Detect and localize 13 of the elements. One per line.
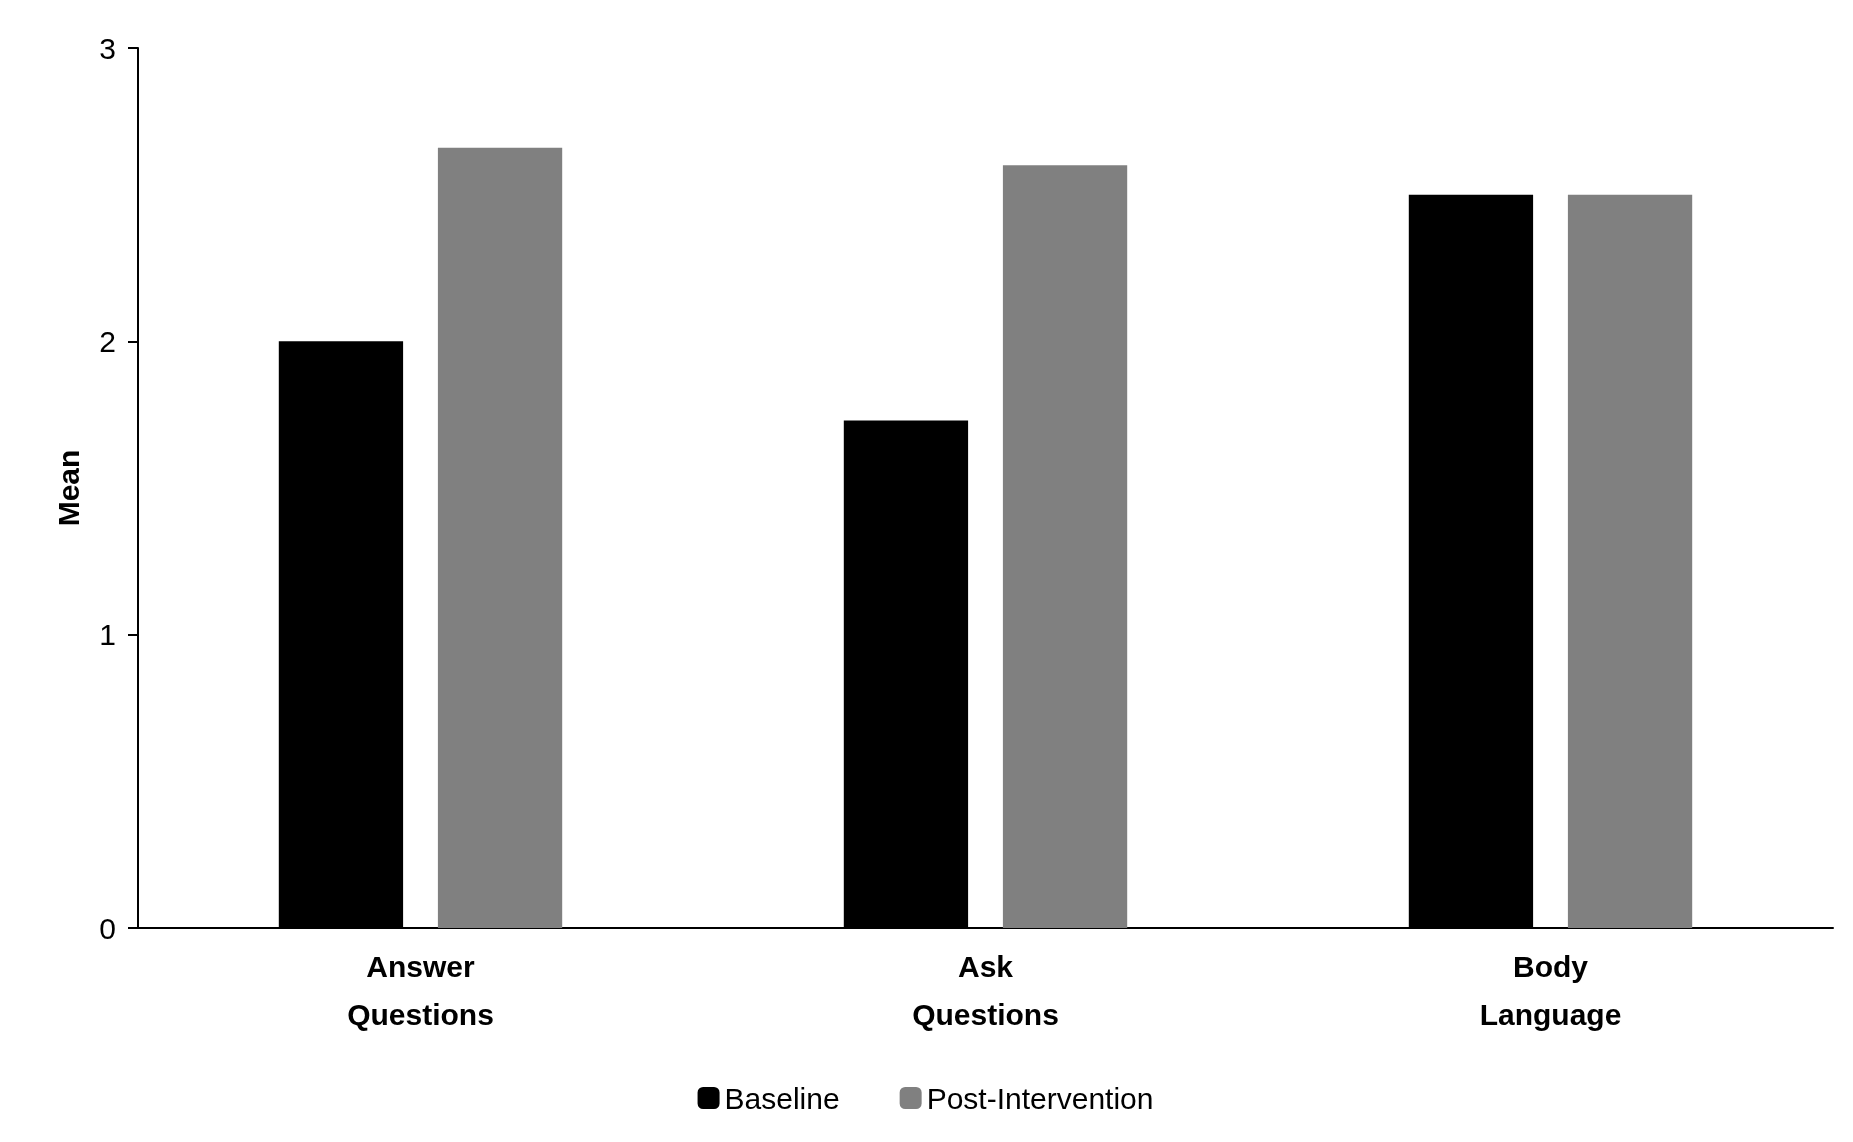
bar xyxy=(1567,194,1693,928)
x-tick-label: Answer Questions xyxy=(347,949,494,1031)
y-tick-label: 3 xyxy=(99,31,116,65)
y-tick-label: 0 xyxy=(99,911,116,945)
bar xyxy=(1002,165,1128,928)
y-tick-label: 2 xyxy=(99,324,116,358)
y-axis-title: Mean xyxy=(51,449,85,527)
x-tick-label: Ask Questions xyxy=(912,949,1059,1031)
bar xyxy=(437,147,563,928)
legend-label: Baseline xyxy=(724,1081,840,1115)
y-tick-label: 1 xyxy=(99,618,116,652)
legend-label: Post-Intervention xyxy=(926,1081,1154,1115)
x-tick-label: Body Language xyxy=(1479,949,1622,1031)
